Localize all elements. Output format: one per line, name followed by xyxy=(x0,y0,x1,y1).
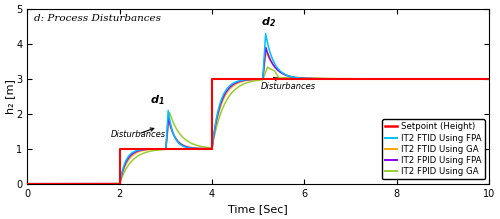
Y-axis label: h₂ [m]: h₂ [m] xyxy=(5,79,15,114)
Text: $\bfit{d}$$\bfit{_2}$: $\bfit{d}$$\bfit{_2}$ xyxy=(261,15,276,29)
Legend: Setpoint (Height), IT2 FTID Using FPA, IT2 FTID Using GA, IT2 FPID Using FPA, IT: Setpoint (Height), IT2 FTID Using FPA, I… xyxy=(382,119,484,179)
Text: Disturbances: Disturbances xyxy=(110,128,166,138)
Text: d: Process Disturbances: d: Process Disturbances xyxy=(34,14,162,23)
Text: $\bfit{d}$$\bfit{_1}$: $\bfit{d}$$\bfit{_1}$ xyxy=(150,94,165,108)
X-axis label: Time [Sec]: Time [Sec] xyxy=(228,204,288,214)
Text: Disturbances: Disturbances xyxy=(260,77,316,91)
